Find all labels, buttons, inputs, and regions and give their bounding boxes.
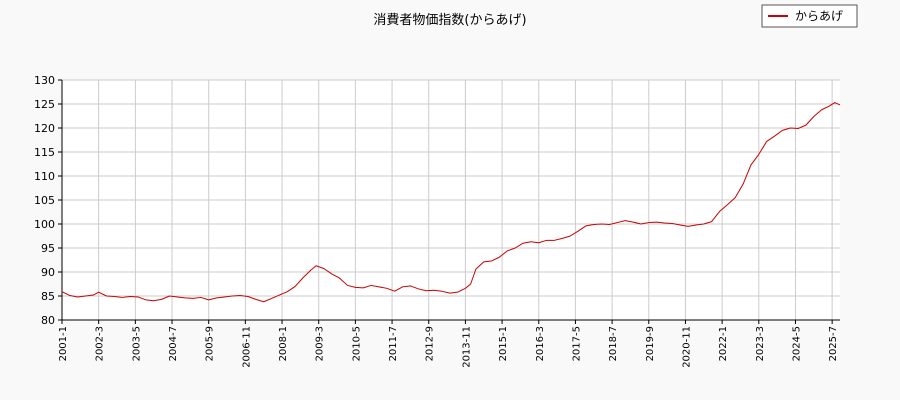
x-tick-label: 2018-7 — [608, 326, 619, 361]
x-tick-label: 2002-3 — [95, 326, 106, 361]
series-line — [61, 102, 841, 303]
y-tick-label: 110 — [34, 170, 55, 183]
y-tick-label: 125 — [34, 98, 55, 111]
x-tick-label: 2009-3 — [315, 326, 326, 361]
x-tick-label: 2012-9 — [425, 326, 436, 361]
y-tick-label: 90 — [41, 266, 55, 279]
y-tick-label: 105 — [34, 194, 55, 207]
y-tick-label: 120 — [34, 122, 55, 135]
x-tick-label: 2006-11 — [241, 326, 252, 368]
legend-label: からあげ — [795, 9, 843, 23]
x-tick-label: 2024-5 — [791, 326, 802, 361]
x-tick-label: 2003-5 — [131, 326, 142, 361]
x-tick-label: 2023-3 — [755, 326, 766, 361]
x-tick-label: 2013-11 — [461, 326, 472, 368]
x-tick-label: 2025-7 — [828, 326, 839, 361]
y-tick-label: 95 — [41, 242, 55, 255]
legend: からあげ — [761, 4, 858, 28]
y-tick-label: 130 — [34, 74, 55, 87]
x-tick-label: 2019-9 — [645, 326, 656, 361]
x-axis: 2001-1 2002-3 2003-5 2004-7 2005-9 2006-11 200… — [58, 319, 840, 368]
x-tick-label: 2010-5 — [351, 326, 362, 361]
chart-title: 消費者物価指数(からあげ) — [373, 13, 526, 28]
y-tick-label: 85 — [41, 290, 55, 303]
x-tick-label: 2016-3 — [535, 326, 546, 361]
x-tick-label: 2011-7 — [388, 326, 399, 361]
x-tick-label: 2015-1 — [498, 326, 509, 361]
x-tick-label: 2020-11 — [681, 326, 692, 368]
x-tick-label: 2022-1 — [718, 326, 729, 361]
x-tick-label: 2017-5 — [571, 326, 582, 361]
y-tick-label: 80 — [41, 314, 55, 327]
x-tick-label: 2001-1 — [58, 326, 69, 361]
x-tick-label: 2005-9 — [205, 326, 216, 361]
legend-box — [761, 4, 858, 28]
y-tick-label: 100 — [34, 218, 55, 231]
y-axis: 80 85 90 95 100 105 110 115 120 125 130 — [34, 74, 63, 327]
x-tick-label: 2004-7 — [168, 326, 179, 361]
series-group — [61, 102, 841, 303]
x-tick-label: 2008-1 — [278, 326, 289, 361]
y-tick-label: 115 — [34, 146, 55, 159]
